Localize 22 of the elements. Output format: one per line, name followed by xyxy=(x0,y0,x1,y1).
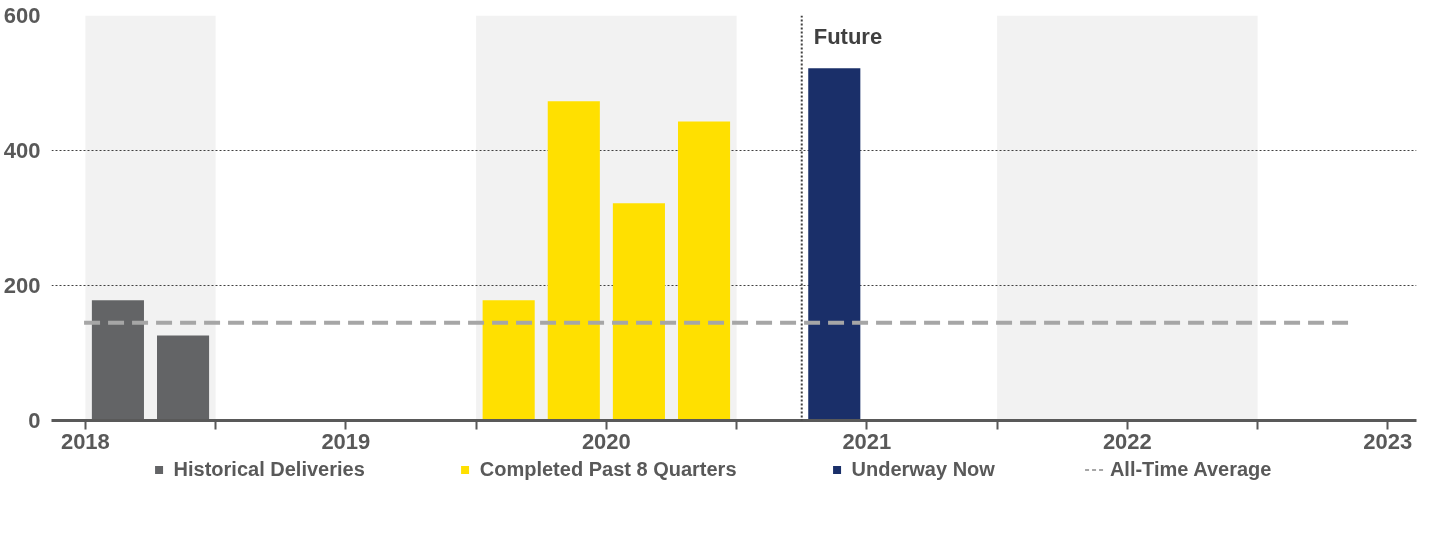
x-tick-label: 2019 xyxy=(321,428,371,454)
y-tick-label: 0 xyxy=(28,408,41,433)
bar xyxy=(482,300,535,421)
legend-label: All-Time Average xyxy=(1109,457,1272,481)
x-tick-label: 2018 xyxy=(60,428,110,454)
y-tick-label: 600 xyxy=(3,3,41,28)
legend-label: Completed Past 8 Quarters xyxy=(479,457,737,481)
bar xyxy=(547,101,600,421)
x-tick-label: 2023 xyxy=(1363,428,1413,454)
y-tick-label: 400 xyxy=(3,138,41,163)
ref-line-label: Future xyxy=(813,23,883,49)
x-tick-label: 2020 xyxy=(581,428,631,454)
y-tick-label: 200 xyxy=(3,273,41,298)
x-tick-label: 2022 xyxy=(1102,428,1152,454)
x-tick-label: 2021 xyxy=(842,428,892,454)
bar xyxy=(612,203,665,421)
bar xyxy=(157,335,210,421)
bar xyxy=(808,68,861,421)
bar xyxy=(677,121,731,421)
legend-label: Underway Now xyxy=(851,457,995,481)
bar xyxy=(91,300,144,421)
legend-label: Historical Deliveries xyxy=(173,457,365,481)
